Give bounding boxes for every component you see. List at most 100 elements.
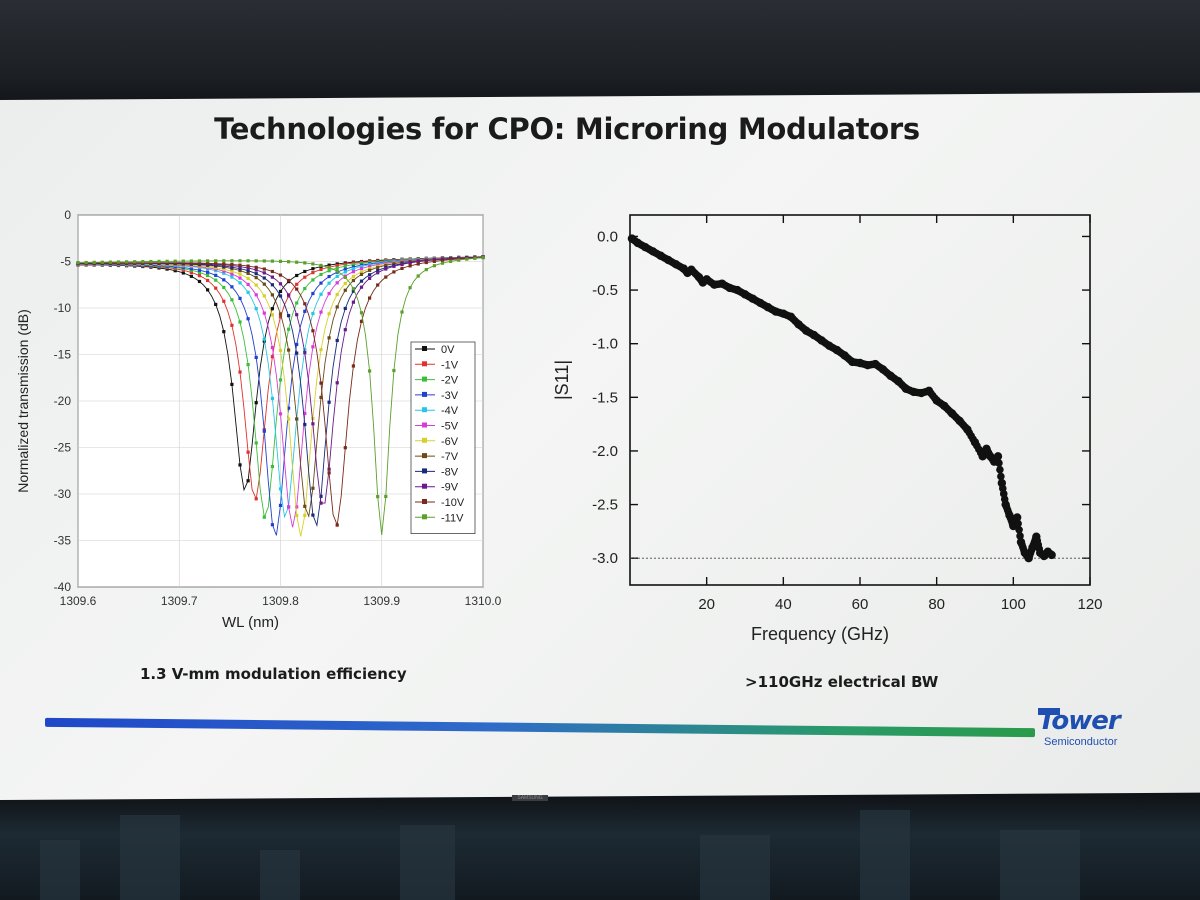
data-point bbox=[351, 364, 355, 368]
data-point bbox=[254, 275, 258, 280]
data-point bbox=[254, 259, 258, 263]
y-tick-label: -5 bbox=[60, 255, 71, 269]
data-point bbox=[108, 260, 112, 264]
data-point bbox=[408, 261, 412, 265]
data-point bbox=[384, 494, 388, 499]
data-point bbox=[359, 272, 364, 277]
data-point bbox=[295, 282, 299, 286]
cityscape-block bbox=[700, 835, 770, 900]
data-point bbox=[335, 381, 339, 385]
data-point bbox=[246, 282, 250, 287]
y-tick-label: -0.5 bbox=[592, 282, 618, 299]
data-point bbox=[376, 263, 380, 267]
y-axis-label: |S11| bbox=[552, 360, 572, 400]
data-point bbox=[270, 523, 274, 527]
data-point bbox=[287, 327, 291, 331]
data-point bbox=[287, 406, 291, 410]
data-point bbox=[303, 504, 307, 508]
data-point bbox=[481, 256, 485, 260]
data-point bbox=[254, 355, 258, 360]
cityscape-block bbox=[120, 815, 180, 900]
data-point bbox=[181, 265, 185, 270]
data-point bbox=[1014, 519, 1022, 528]
data-point bbox=[376, 283, 380, 287]
data-point bbox=[368, 276, 372, 280]
cityscape-block bbox=[260, 850, 300, 900]
data-point bbox=[254, 272, 258, 276]
data-point bbox=[368, 273, 372, 277]
legend-swatch-marker bbox=[422, 499, 427, 504]
data-point bbox=[189, 261, 193, 265]
data-point bbox=[246, 317, 250, 321]
data-point bbox=[376, 495, 380, 499]
data-point bbox=[335, 292, 339, 297]
data-point bbox=[278, 378, 283, 382]
data-point bbox=[424, 259, 428, 263]
data-point bbox=[449, 259, 453, 263]
data-point bbox=[238, 320, 242, 324]
data-point bbox=[993, 452, 1003, 461]
data-point bbox=[262, 282, 266, 286]
data-point bbox=[206, 273, 210, 278]
data-point bbox=[319, 310, 323, 314]
data-point bbox=[319, 292, 323, 296]
legend-label: -8V bbox=[441, 466, 459, 478]
y-tick-label: -2.5 bbox=[592, 497, 618, 514]
data-point bbox=[262, 337, 266, 341]
data-point bbox=[270, 355, 274, 359]
data-point bbox=[230, 275, 234, 279]
data-point bbox=[319, 263, 323, 267]
data-point bbox=[222, 259, 226, 263]
data-point bbox=[230, 298, 234, 302]
data-point bbox=[327, 274, 331, 279]
data-point bbox=[222, 269, 226, 273]
data-point bbox=[230, 285, 234, 289]
data-point bbox=[181, 261, 185, 265]
data-point bbox=[295, 342, 299, 347]
data-point bbox=[92, 260, 96, 264]
data-point bbox=[311, 416, 315, 421]
data-point bbox=[214, 302, 218, 307]
data-point bbox=[343, 262, 347, 266]
data-point bbox=[319, 381, 323, 385]
legend-label: -10V bbox=[441, 497, 465, 509]
data-point bbox=[449, 258, 453, 262]
data-point bbox=[368, 369, 372, 373]
legend-swatch-marker bbox=[422, 483, 427, 489]
data-point bbox=[376, 268, 380, 273]
data-point bbox=[295, 351, 299, 355]
data-point bbox=[270, 307, 274, 311]
data-point bbox=[351, 263, 355, 267]
data-point bbox=[173, 269, 177, 273]
legend-label: -9V bbox=[441, 482, 459, 494]
data-point bbox=[222, 330, 226, 334]
data-point bbox=[343, 306, 347, 311]
data-point bbox=[311, 262, 315, 266]
data-point bbox=[335, 281, 339, 285]
data-point bbox=[181, 259, 185, 263]
data-point bbox=[996, 465, 1004, 474]
data-point bbox=[351, 265, 355, 269]
data-point bbox=[181, 271, 185, 275]
data-point bbox=[327, 291, 331, 296]
data-point bbox=[303, 348, 307, 352]
data-point bbox=[295, 260, 299, 264]
data-point bbox=[262, 271, 266, 275]
y-tick-label: -40 bbox=[54, 580, 72, 594]
legend-swatch-marker bbox=[422, 437, 427, 443]
data-point bbox=[238, 263, 242, 267]
data-point bbox=[368, 264, 372, 268]
y-tick-label: -3.0 bbox=[592, 550, 618, 567]
data-point bbox=[262, 311, 266, 315]
y-tick-label: -1.0 bbox=[592, 336, 618, 353]
data-point bbox=[165, 259, 169, 263]
data-point bbox=[206, 261, 210, 265]
legend-swatch-marker bbox=[422, 422, 427, 428]
legend-swatch-marker bbox=[422, 514, 427, 520]
data-point bbox=[287, 314, 291, 318]
data-point bbox=[327, 266, 331, 270]
data-point bbox=[359, 285, 364, 289]
data-point bbox=[287, 505, 291, 509]
data-point bbox=[1047, 550, 1056, 560]
data-point bbox=[238, 259, 242, 263]
